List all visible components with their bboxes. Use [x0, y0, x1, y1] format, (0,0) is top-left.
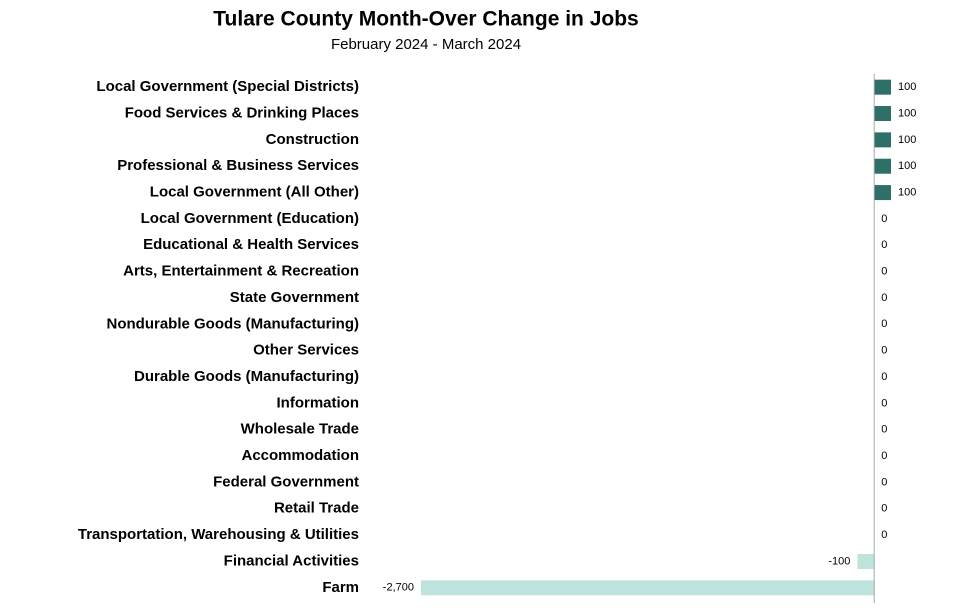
y-tick-label: State Government: [230, 289, 359, 306]
value-label: 0: [881, 239, 887, 251]
value-label: 0: [881, 424, 887, 436]
value-label: 0: [881, 292, 887, 304]
y-tick-label: Arts, Entertainment & Recreation: [123, 263, 359, 280]
value-label: 0: [881, 318, 887, 330]
y-tick-label: Professional & Business Services: [117, 157, 359, 174]
bar: [874, 132, 891, 148]
y-tick-label: Durable Goods (Manufacturing): [134, 368, 359, 385]
y-tick-label: Transportation, Warehousing & Utilities: [78, 526, 359, 543]
y-tick-label: Other Services: [253, 342, 359, 359]
y-tick-label: Local Government (Education): [141, 210, 359, 227]
value-label: 100: [898, 160, 916, 172]
bar: [874, 185, 891, 201]
value-label: 0: [881, 529, 887, 541]
value-label: -100: [828, 555, 850, 567]
y-tick-label: Local Government (All Other): [150, 184, 359, 201]
value-label: 100: [898, 81, 916, 93]
bar: [857, 553, 875, 569]
y-tick-label: Financial Activities: [224, 552, 359, 569]
value-label: 0: [881, 266, 887, 278]
value-label: 0: [881, 450, 887, 462]
value-label: 100: [898, 186, 916, 198]
y-tick-label: Wholesale Trade: [241, 421, 359, 438]
chart-title: Tulare County Month-Over Change in Jobs: [213, 8, 638, 31]
y-tick-label: Construction: [266, 131, 359, 148]
y-tick-label: Food Services & Drinking Places: [125, 104, 359, 121]
value-label: 0: [881, 345, 887, 357]
value-label: 0: [881, 476, 887, 488]
y-tick-label: Nondurable Goods (Manufacturing): [107, 315, 360, 332]
y-tick-label: Retail Trade: [274, 500, 359, 517]
y-tick-label: Accommodation: [241, 447, 359, 464]
value-label: 100: [898, 107, 916, 119]
bar: [874, 79, 891, 95]
chart-subtitle: February 2024 - March 2024: [331, 36, 521, 53]
value-label: 0: [881, 503, 887, 515]
bar: [874, 106, 891, 122]
y-tick-label: Local Government (Special Districts): [96, 78, 359, 95]
bar: [421, 580, 875, 596]
value-label: 0: [881, 371, 887, 383]
value-label: 0: [881, 397, 887, 409]
y-tick-label: Farm: [322, 579, 359, 596]
value-label: 100: [898, 134, 916, 146]
value-label: 0: [881, 213, 887, 225]
bar: [874, 158, 891, 174]
y-tick-label: Educational & Health Services: [143, 236, 359, 253]
y-tick-label: Federal Government: [213, 473, 359, 490]
value-label: -2,700: [383, 582, 414, 594]
y-tick-label: Information: [277, 394, 360, 411]
